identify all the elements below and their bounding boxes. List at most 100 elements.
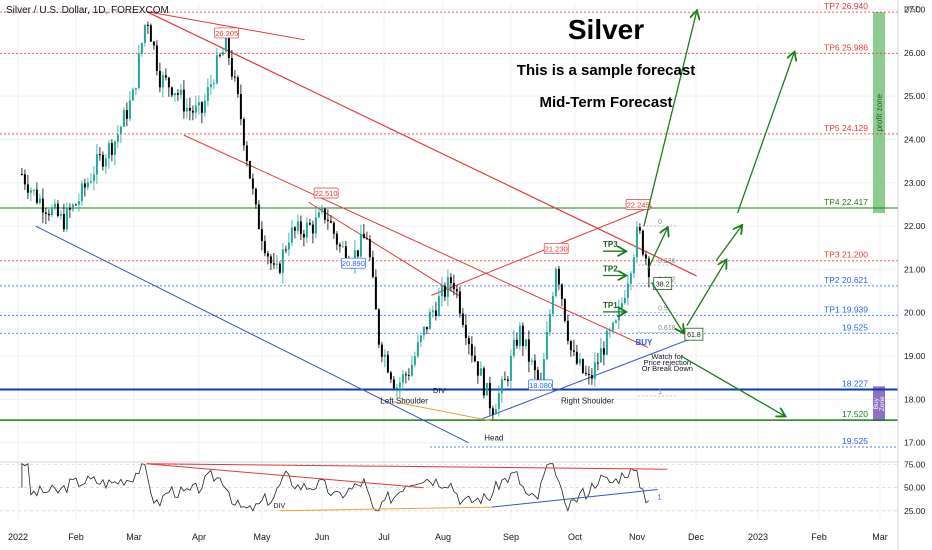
forecast-arrows xyxy=(643,12,794,416)
candle-body xyxy=(203,100,206,113)
candle-body xyxy=(323,208,326,220)
candle-body xyxy=(23,174,26,185)
candle-body xyxy=(293,227,296,231)
candle-body xyxy=(32,189,35,191)
candle-body xyxy=(551,295,554,314)
candle-body xyxy=(155,45,158,71)
x-tick-label: 2023 xyxy=(748,532,768,542)
candle-body xyxy=(107,143,110,159)
candle-body xyxy=(623,297,626,304)
resistance-line-top xyxy=(146,11,305,41)
level-label: TP3 21.200 xyxy=(824,250,868,260)
candle-body xyxy=(149,25,152,42)
candle-body xyxy=(386,354,389,373)
candle-body xyxy=(305,222,308,238)
candle-body xyxy=(476,361,479,376)
forecast-type-subtitle: Mid-Term Forecast xyxy=(539,94,673,111)
forecast-arrow-tp7 xyxy=(643,12,697,227)
candle-body xyxy=(53,203,56,208)
candle-body xyxy=(524,339,527,347)
downtrend-line-inner xyxy=(183,134,649,348)
candle-body xyxy=(41,198,44,213)
chart-annotations: 26.205 22.510 20.890 21.230 18.080 22.245 Left… xyxy=(214,27,704,443)
candle-body xyxy=(302,233,305,238)
x-tick-label: Mar xyxy=(872,532,888,542)
candle-body xyxy=(608,330,611,332)
div-line-price xyxy=(392,401,492,422)
candle-body xyxy=(86,182,89,188)
candle-body xyxy=(449,277,452,284)
candle-body xyxy=(62,213,65,230)
y-tick-label: 25.00 xyxy=(904,91,926,101)
candle-body xyxy=(290,227,293,243)
candle-body xyxy=(170,87,173,96)
candle-body xyxy=(464,324,467,339)
candle-body xyxy=(593,362,596,379)
level-label: 19.525 xyxy=(842,436,868,446)
chart-grid xyxy=(0,3,898,520)
candle-body xyxy=(320,208,323,213)
candle-body xyxy=(467,338,470,345)
candle-body xyxy=(602,348,605,355)
buy-zone-label-1: Buy xyxy=(873,397,880,409)
candle-body xyxy=(617,308,620,321)
candle-body xyxy=(353,250,356,265)
level-label: 19.525 xyxy=(842,322,868,332)
buy-zone-label-2: Zone xyxy=(879,396,886,411)
profit-zone-band xyxy=(873,12,885,214)
rsi-div-label: DIV xyxy=(273,503,285,510)
candle-body xyxy=(104,158,107,167)
candle-body xyxy=(599,348,602,363)
symbol-header[interactable]: Silver / U.S. Dollar, 1D, FOREXCOM xyxy=(6,5,169,16)
candle-body xyxy=(179,89,182,95)
candle-body xyxy=(164,75,167,78)
candle-body xyxy=(278,263,281,273)
tp-marker-label: TP2 xyxy=(603,264,618,273)
profit-zone-label: profit zone xyxy=(875,93,884,131)
candle-body xyxy=(44,212,47,214)
level-label: TP2 20.621 xyxy=(824,275,868,285)
candle-body xyxy=(443,285,446,297)
candle-body xyxy=(509,355,512,381)
y-tick-label: 24.00 xyxy=(904,134,926,144)
candle-body xyxy=(413,356,416,365)
rising-line-upper xyxy=(431,206,652,296)
candle-body xyxy=(566,320,569,341)
candle-body xyxy=(29,190,32,193)
candle-body xyxy=(491,408,494,415)
candle-body xyxy=(71,204,74,210)
candle-body xyxy=(206,87,209,101)
candle-body xyxy=(239,94,242,120)
fib-box-382 xyxy=(653,277,673,290)
candle-body xyxy=(287,242,290,250)
chart-title: Silver xyxy=(567,14,645,45)
candle-body xyxy=(74,204,77,206)
candle-body xyxy=(545,331,548,360)
candle-body xyxy=(263,241,266,254)
candle-body xyxy=(644,254,647,259)
candle-body xyxy=(530,360,533,362)
head-label: Head xyxy=(484,434,503,443)
candle-body xyxy=(95,154,98,175)
candle-body xyxy=(35,189,38,203)
right-shoulder-label: Right Shoulder xyxy=(561,397,614,406)
x-tick-label: Jun xyxy=(315,532,330,542)
candle-body xyxy=(407,374,410,376)
candle-body xyxy=(515,339,518,346)
support-line-long xyxy=(35,225,469,444)
x-tick-label: Feb xyxy=(68,532,84,542)
candle-body xyxy=(368,239,371,258)
price-candles xyxy=(20,21,650,420)
watch-label: Price rejection xyxy=(644,358,692,367)
currency-label: USD xyxy=(904,5,921,14)
target-levels: TP7 26.940 TP6 25.986 TP5 24.129 TP4 22.417… xyxy=(0,1,898,448)
candle-body xyxy=(470,344,473,356)
candle-body xyxy=(626,283,629,298)
level-label: 17.520 xyxy=(842,409,868,419)
y-tick-label: 18.00 xyxy=(904,394,926,404)
candle-body xyxy=(428,311,431,330)
candle-body xyxy=(584,372,587,374)
candle-body xyxy=(392,379,395,389)
fib-label: 0 xyxy=(658,219,662,226)
